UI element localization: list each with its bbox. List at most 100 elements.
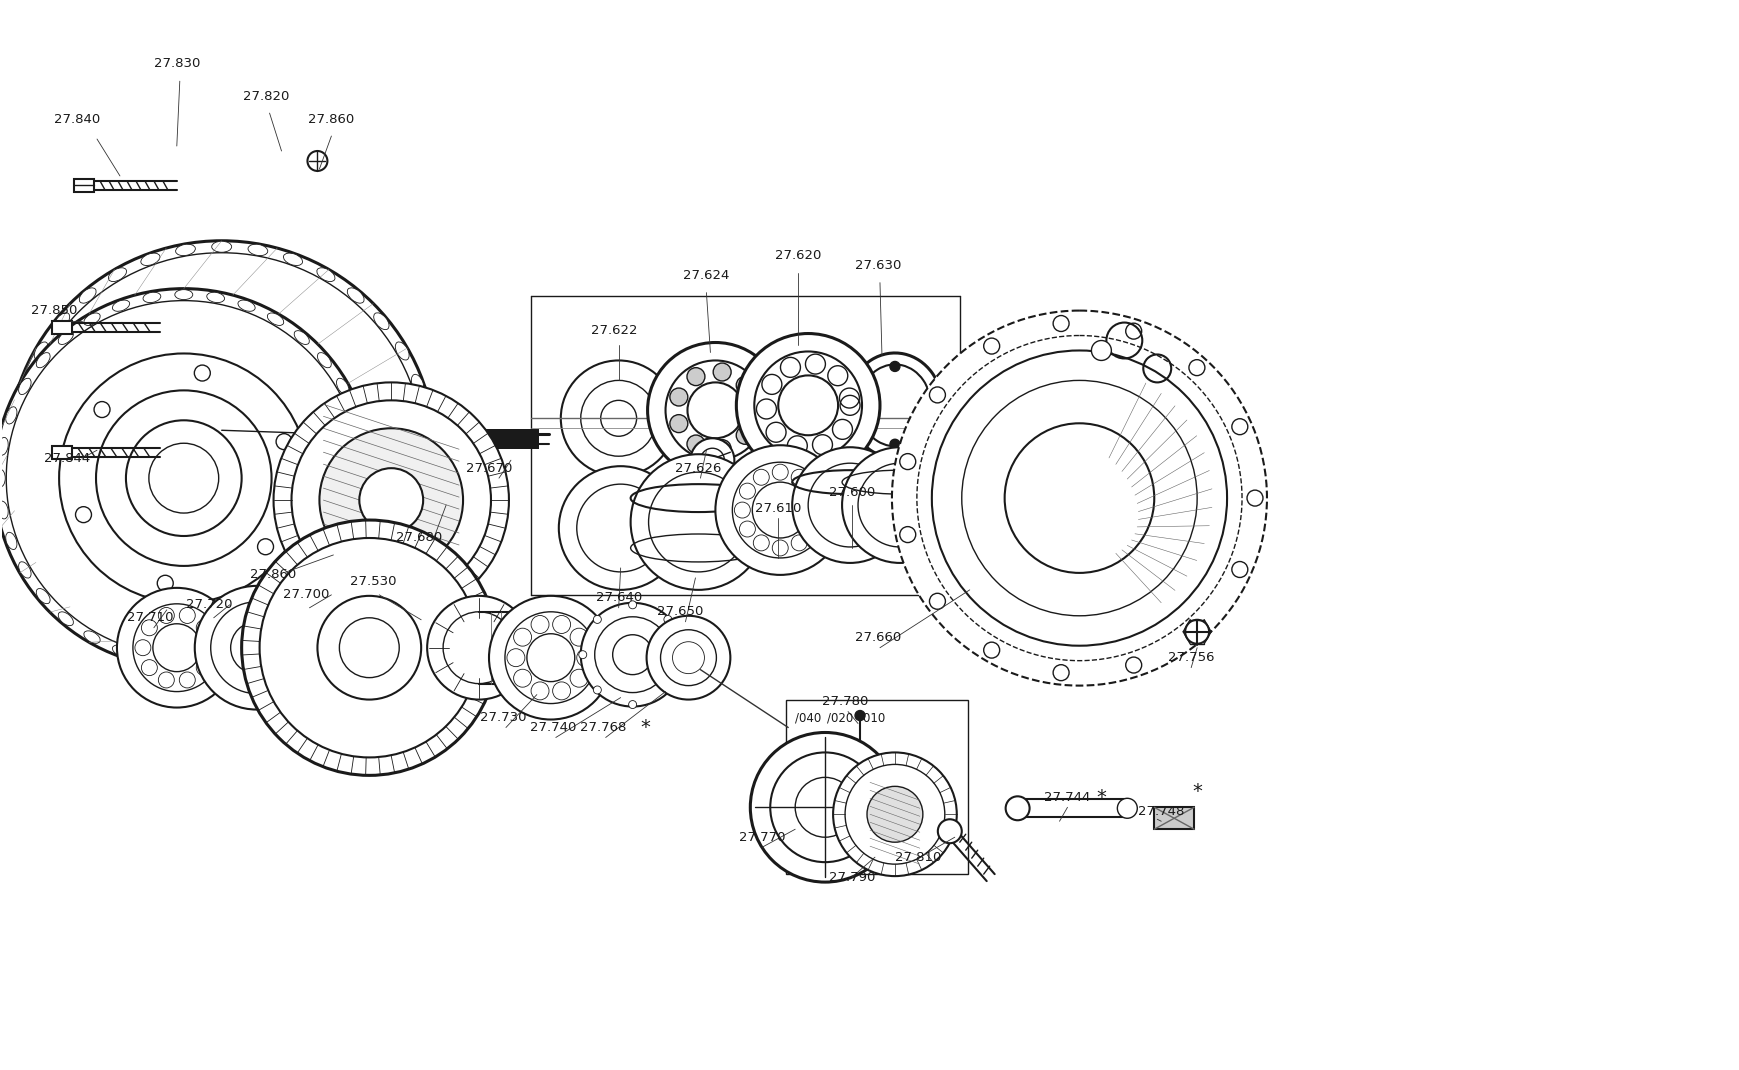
Ellipse shape xyxy=(80,288,96,303)
Ellipse shape xyxy=(351,532,362,550)
Ellipse shape xyxy=(360,501,369,519)
Circle shape xyxy=(320,428,463,571)
Ellipse shape xyxy=(19,378,31,395)
Ellipse shape xyxy=(57,612,73,626)
Ellipse shape xyxy=(108,268,127,281)
Circle shape xyxy=(628,701,636,708)
Text: 27.670: 27.670 xyxy=(466,461,511,475)
Text: 27.640: 27.640 xyxy=(595,592,642,605)
Ellipse shape xyxy=(395,550,409,568)
Ellipse shape xyxy=(10,409,23,429)
Text: 27.720: 27.720 xyxy=(186,598,233,611)
Text: 27.770: 27.770 xyxy=(739,830,784,844)
Text: 27.620: 27.620 xyxy=(774,249,821,262)
Ellipse shape xyxy=(108,629,127,643)
Text: 27.622: 27.622 xyxy=(591,324,638,337)
Circle shape xyxy=(593,615,602,624)
Ellipse shape xyxy=(283,645,303,657)
Ellipse shape xyxy=(83,631,101,643)
Bar xyxy=(1017,799,1127,817)
Ellipse shape xyxy=(316,353,330,368)
Ellipse shape xyxy=(141,254,160,265)
Circle shape xyxy=(713,440,730,458)
Circle shape xyxy=(854,710,864,720)
Text: 27.756: 27.756 xyxy=(1167,652,1214,664)
Circle shape xyxy=(673,642,704,674)
Text: 27.840: 27.840 xyxy=(54,112,101,125)
Ellipse shape xyxy=(37,588,50,603)
Ellipse shape xyxy=(212,658,231,669)
Ellipse shape xyxy=(0,501,9,519)
Ellipse shape xyxy=(362,469,372,487)
Circle shape xyxy=(0,289,374,668)
Ellipse shape xyxy=(348,288,363,303)
Circle shape xyxy=(628,601,636,609)
Text: 27.830: 27.830 xyxy=(153,57,200,70)
Circle shape xyxy=(664,615,671,624)
Circle shape xyxy=(308,151,327,171)
Ellipse shape xyxy=(249,244,268,256)
Ellipse shape xyxy=(294,331,310,345)
Bar xyxy=(75,179,94,192)
Bar xyxy=(786,700,967,874)
Circle shape xyxy=(647,616,730,700)
Ellipse shape xyxy=(212,241,231,253)
Ellipse shape xyxy=(336,562,350,578)
Text: 27.748: 27.748 xyxy=(1137,805,1184,817)
Circle shape xyxy=(833,752,956,876)
Circle shape xyxy=(892,310,1266,686)
Text: 27.600: 27.600 xyxy=(828,486,875,499)
Circle shape xyxy=(600,400,636,437)
Circle shape xyxy=(612,635,652,675)
Text: 27.630: 27.630 xyxy=(854,259,901,272)
Text: 27.844: 27.844 xyxy=(43,452,90,464)
Circle shape xyxy=(678,651,687,659)
Circle shape xyxy=(527,633,574,682)
Ellipse shape xyxy=(5,532,17,550)
Bar xyxy=(52,446,71,459)
Text: 27.626: 27.626 xyxy=(675,461,722,475)
Text: 27.860: 27.860 xyxy=(308,112,355,125)
Text: *: * xyxy=(640,718,650,737)
Ellipse shape xyxy=(374,581,390,598)
Text: *: * xyxy=(1096,788,1106,807)
Ellipse shape xyxy=(57,331,73,345)
Circle shape xyxy=(426,596,530,700)
Ellipse shape xyxy=(249,655,268,667)
Circle shape xyxy=(744,401,763,419)
Text: 27.660: 27.660 xyxy=(854,631,901,644)
Text: 27.700: 27.700 xyxy=(283,588,329,601)
Circle shape xyxy=(751,483,807,538)
Circle shape xyxy=(579,651,586,659)
Text: 27.650: 27.650 xyxy=(657,606,703,618)
Ellipse shape xyxy=(35,550,49,568)
Circle shape xyxy=(687,382,743,439)
Text: 27.850: 27.850 xyxy=(31,304,77,317)
Circle shape xyxy=(195,586,318,709)
Circle shape xyxy=(360,469,423,532)
Circle shape xyxy=(690,439,734,483)
Ellipse shape xyxy=(80,608,96,623)
Ellipse shape xyxy=(54,581,70,598)
Ellipse shape xyxy=(410,374,424,394)
Circle shape xyxy=(153,387,289,523)
Circle shape xyxy=(1003,424,1153,572)
Ellipse shape xyxy=(374,312,390,330)
Ellipse shape xyxy=(143,292,160,303)
Circle shape xyxy=(489,596,612,719)
Ellipse shape xyxy=(176,244,195,256)
Circle shape xyxy=(1090,340,1111,361)
Circle shape xyxy=(117,587,237,707)
Ellipse shape xyxy=(54,312,70,330)
Text: 27.730: 27.730 xyxy=(480,712,525,724)
Text: 27.680: 27.680 xyxy=(396,532,442,545)
Circle shape xyxy=(153,624,200,672)
Text: /010: /010 xyxy=(859,712,885,724)
Ellipse shape xyxy=(360,438,369,455)
Ellipse shape xyxy=(238,300,256,311)
Circle shape xyxy=(670,388,687,406)
Ellipse shape xyxy=(174,657,193,667)
Ellipse shape xyxy=(316,268,336,281)
Ellipse shape xyxy=(35,342,49,360)
Ellipse shape xyxy=(410,517,424,536)
